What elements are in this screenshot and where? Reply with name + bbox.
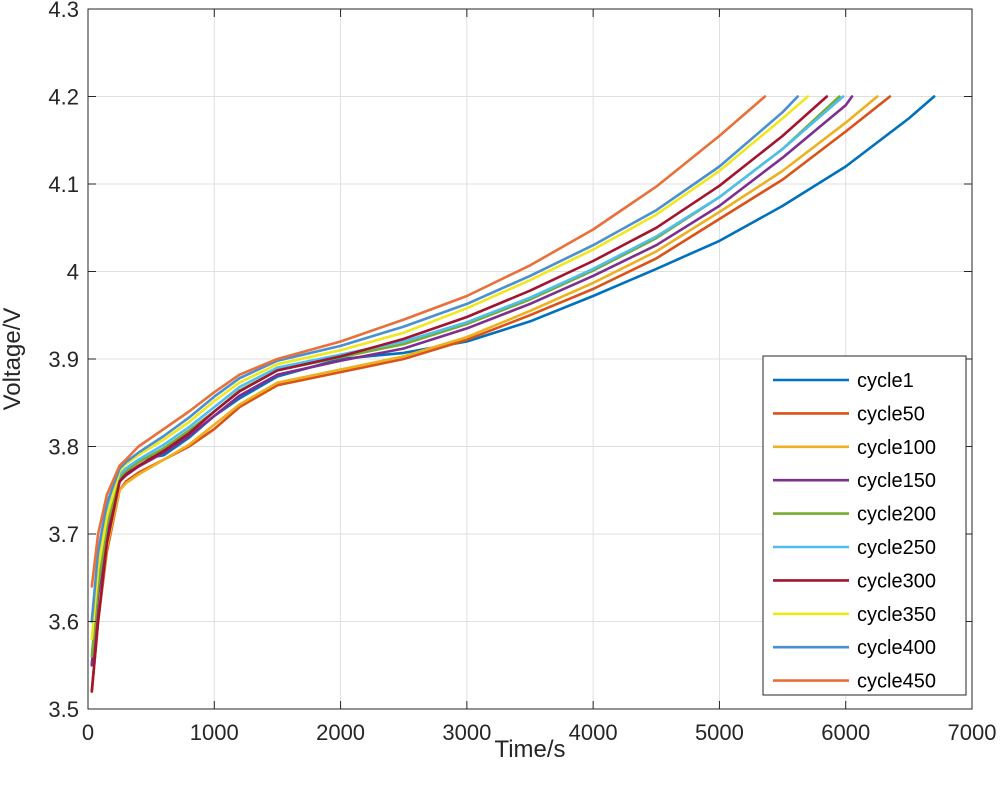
- legend: cycle1 cycle50 cycle100 cycle150 cycle200 cyc…: [762, 355, 967, 696]
- y-tick-label: 3.6: [48, 610, 79, 635]
- legend-label: cycle350: [857, 604, 936, 626]
- y-tick-label: 3.7: [48, 522, 79, 547]
- x-tick-label: 3000: [442, 720, 491, 745]
- y-tick-label: 3.9: [48, 347, 79, 372]
- legend-label: cycle150: [857, 470, 936, 492]
- axis-ticks: 0 1000 2000 3000 4000 5000 6000 7000 3.5 3.6 3.7 3.…: [48, 0, 996, 745]
- x-tick-label: 2000: [316, 720, 365, 745]
- legend-label: cycle400: [857, 637, 936, 659]
- y-axis-label: Voltage/V: [0, 308, 26, 411]
- legend-label: cycle450: [857, 671, 936, 693]
- x-tick-label: 7000: [948, 720, 997, 745]
- series-line-cycle400: [90, 95, 799, 623]
- y-tick-label: 3.8: [48, 435, 79, 460]
- series-line-cycle300: [90, 95, 829, 693]
- legend-label: cycle100: [857, 437, 936, 459]
- series-line-cycle100: [90, 95, 879, 693]
- legend-label: cycle250: [857, 537, 936, 559]
- series-line-cycle250: [90, 95, 845, 623]
- legend-label: cycle1: [857, 370, 914, 392]
- x-tick-label: 0: [82, 720, 94, 745]
- y-tick-label: 3.5: [48, 697, 79, 722]
- x-axis-label: Time/s: [494, 736, 565, 763]
- legend-label: cycle200: [857, 504, 936, 526]
- y-tick-label: 4.3: [48, 0, 79, 22]
- legend-label: cycle300: [857, 570, 936, 592]
- x-tick-label: 4000: [569, 720, 618, 745]
- series-line-cycle350: [90, 95, 810, 641]
- x-tick-label: 5000: [695, 720, 744, 745]
- series-lines: [90, 95, 936, 693]
- x-tick-label: 6000: [821, 720, 870, 745]
- legend-label: cycle50: [857, 403, 925, 425]
- y-tick-label: 4.1: [48, 172, 79, 197]
- x-tick-label: 1000: [190, 720, 239, 745]
- y-tick-label: 4.2: [48, 85, 79, 110]
- y-tick-label: 4: [67, 260, 79, 285]
- series-line-cycle450: [90, 95, 767, 588]
